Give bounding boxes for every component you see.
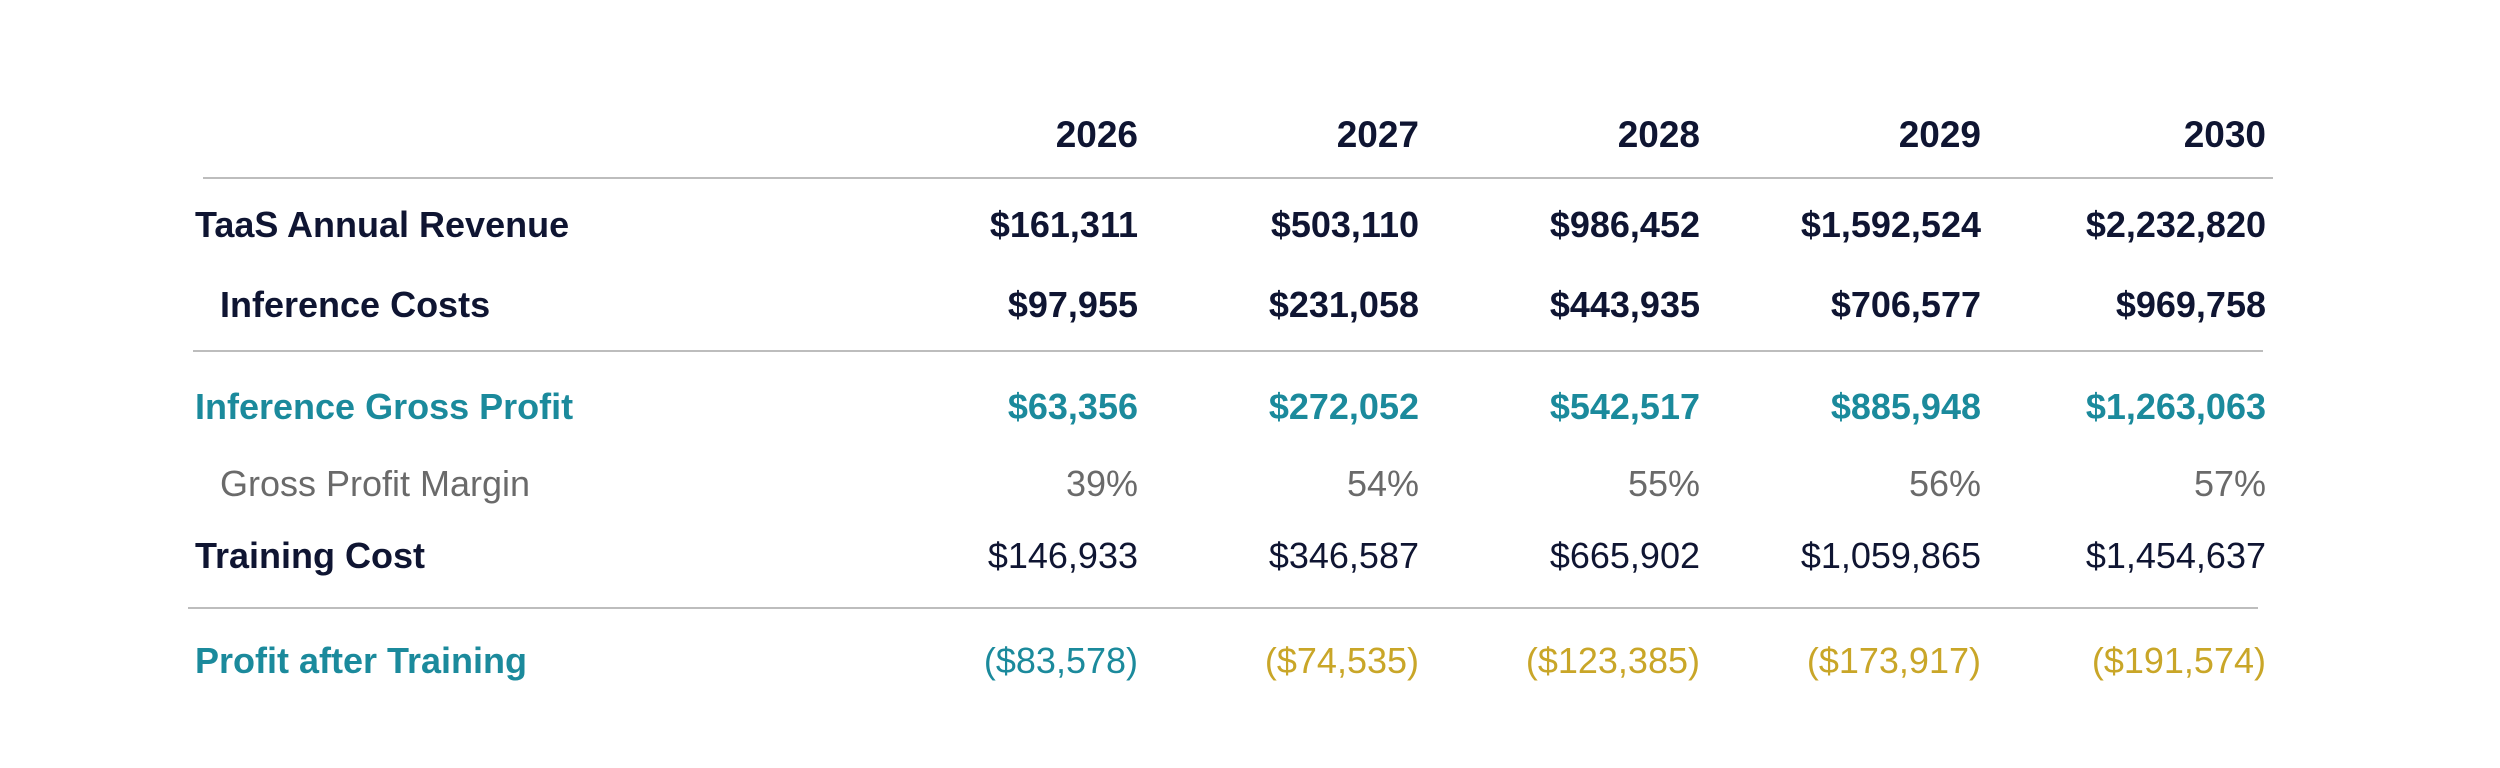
table-row: Inference Gross Profit $63,356 $272,052 … xyxy=(0,372,2500,442)
row-value: $1,263,063 xyxy=(2085,386,2266,427)
row-value: $2,232,820 xyxy=(2085,204,2266,245)
row-value: 57% xyxy=(2193,463,2266,504)
row-value: $346,587 xyxy=(1268,535,1419,576)
costs-divider xyxy=(193,350,2263,352)
year-header: 2028 xyxy=(1617,114,1700,155)
year-header: 2029 xyxy=(1898,114,1981,155)
row-label: Gross Profit Margin xyxy=(220,463,531,504)
row-label: Inference Gross Profit xyxy=(195,386,574,427)
row-label: Profit after Training xyxy=(195,640,528,681)
table-row: TaaS Annual Revenue $161,311 $503,110 $9… xyxy=(0,190,2500,260)
table-row: Training Cost $146,933 $346,587 $665,902… xyxy=(0,521,2500,591)
row-value: $969,758 xyxy=(2115,284,2266,325)
table-row: Gross Profit Margin 39% 54% 55% 56% 57% xyxy=(0,449,2500,519)
row-label: TaaS Annual Revenue xyxy=(195,204,570,245)
row-value: $1,059,865 xyxy=(1800,535,1981,576)
year-header: 2026 xyxy=(1055,114,1138,155)
year-header: 2027 xyxy=(1336,114,1419,155)
row-value: $231,058 xyxy=(1268,284,1419,325)
row-value: ($191,574) xyxy=(2091,640,2266,681)
row-value: ($83,578) xyxy=(983,640,1138,681)
year-header: 2030 xyxy=(2183,114,2266,155)
row-value: ($173,917) xyxy=(1806,640,1981,681)
row-value: $443,935 xyxy=(1549,284,1700,325)
table-row: Profit after Training ($83,578) ($74,535… xyxy=(0,626,2500,696)
row-value: $161,311 xyxy=(989,204,1138,245)
row-value: $706,577 xyxy=(1830,284,1981,325)
header-divider xyxy=(203,177,2273,179)
row-value: $146,933 xyxy=(987,535,1138,576)
row-value: $503,110 xyxy=(1270,204,1419,245)
row-value: $1,592,524 xyxy=(1800,204,1981,245)
training-divider xyxy=(188,607,2258,609)
row-label: Training Cost xyxy=(195,535,426,576)
row-value: $885,948 xyxy=(1830,386,1981,427)
table-row: Inference Costs $97,955 $231,058 $443,93… xyxy=(0,270,2500,340)
row-value: 39% xyxy=(1065,463,1138,504)
row-value: 56% xyxy=(1908,463,1981,504)
row-label: Inference Costs xyxy=(220,284,491,325)
row-value: ($74,535) xyxy=(1264,640,1419,681)
year-header-row: 2026 2027 2028 2029 2030 xyxy=(0,100,2500,170)
row-value: $986,452 xyxy=(1549,204,1700,245)
row-value: $665,902 xyxy=(1549,535,1700,576)
row-value: $542,517 xyxy=(1549,386,1700,427)
row-value: ($123,385) xyxy=(1525,640,1700,681)
row-value: 55% xyxy=(1627,463,1700,504)
row-value: $272,052 xyxy=(1268,386,1419,427)
row-value: 54% xyxy=(1346,463,1419,504)
row-value: $63,356 xyxy=(1007,386,1138,427)
row-value: $97,955 xyxy=(1007,284,1138,325)
row-value: $1,454,637 xyxy=(2085,535,2266,576)
